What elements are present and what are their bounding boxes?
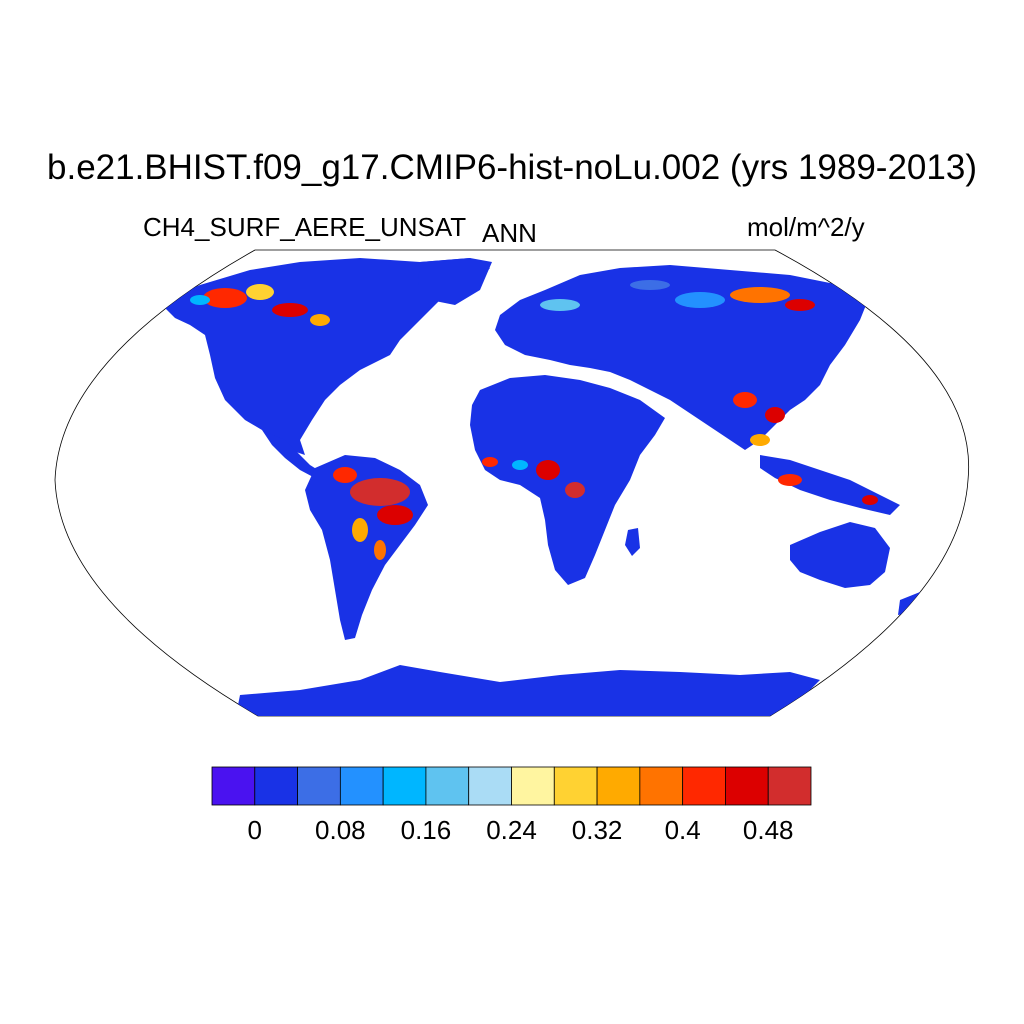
colorbar-swatch: [468, 766, 512, 806]
eurasia-landmass: [495, 265, 868, 450]
colorbar-tick-label: 0.48: [742, 815, 794, 845]
colorbar-swatch: [725, 766, 769, 806]
emission-hotspots: [190, 280, 878, 560]
antarctica-landmass: [238, 665, 820, 716]
greenland-landmass: [418, 258, 492, 305]
colorbar-swatch: [339, 766, 384, 806]
colorbar-swatch: [682, 766, 726, 806]
north-america-landmass: [165, 258, 490, 455]
colorbar-tick-label: 0.08: [315, 815, 366, 845]
units-label: mol/m^2/y: [747, 212, 865, 242]
africa-landmass: [470, 375, 665, 585]
australia-landmass: [790, 522, 890, 588]
season-label: ANN: [482, 218, 537, 248]
colorbar-swatch: [254, 766, 298, 806]
colorbar-tick-label: 0.24: [486, 815, 537, 845]
colorbar-swatch: [425, 766, 470, 806]
colorbar-swatch: [297, 766, 341, 806]
colorbar-swatch: [382, 766, 427, 806]
colorbar-swatch: [553, 766, 598, 806]
colorbar-tick-label: 0.16: [400, 815, 452, 845]
central-america-landmass: [262, 430, 318, 478]
colorbar-swatch: [211, 766, 256, 806]
madagascar-landmass: [625, 528, 640, 556]
colorbar-swatch: [767, 766, 812, 806]
colorbar-swatch: [639, 766, 684, 806]
colorbar-tick-label: 0.32: [571, 815, 623, 845]
colorbar-swatch: [596, 766, 641, 806]
colorbar-swatch: [511, 766, 555, 806]
colorbar-tick-label: 0.4: [664, 815, 701, 845]
colorbar-tick-label: 0: [247, 815, 263, 845]
variable-name: CH4_SURF_AERE_UNSAT: [143, 212, 467, 242]
plot-title: b.e21.BHIST.f09_g17.CMIP6-hist-noLu.002 …: [47, 148, 977, 187]
